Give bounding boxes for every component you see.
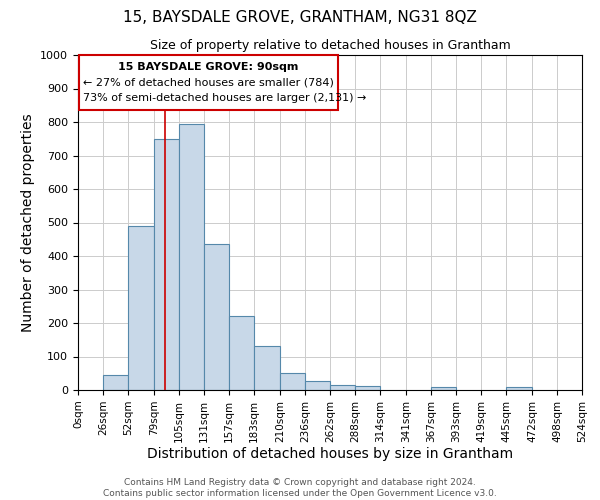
Bar: [154, 138, 179, 390]
Y-axis label: Number of detached properties: Number of detached properties: [21, 113, 35, 332]
Bar: [305, 380, 330, 390]
Bar: [280, 373, 305, 390]
Bar: [103, 375, 128, 390]
Bar: [506, 387, 532, 390]
Bar: [254, 346, 280, 390]
Bar: [204, 244, 229, 390]
Bar: [431, 388, 456, 390]
Bar: [229, 316, 254, 390]
Bar: [128, 226, 154, 390]
Text: ← 27% of detached houses are smaller (784): ← 27% of detached houses are smaller (78…: [83, 78, 334, 88]
Bar: [179, 124, 204, 390]
Text: 15, BAYSDALE GROVE, GRANTHAM, NG31 8QZ: 15, BAYSDALE GROVE, GRANTHAM, NG31 8QZ: [123, 10, 477, 25]
Bar: [79, 55, 338, 110]
Bar: [330, 385, 355, 390]
Text: 15 BAYSDALE GROVE: 90sqm: 15 BAYSDALE GROVE: 90sqm: [118, 62, 299, 72]
X-axis label: Distribution of detached houses by size in Grantham: Distribution of detached houses by size …: [147, 448, 513, 462]
Bar: [355, 386, 380, 390]
Text: 73% of semi-detached houses are larger (2,131) →: 73% of semi-detached houses are larger (…: [83, 93, 366, 103]
Title: Size of property relative to detached houses in Grantham: Size of property relative to detached ho…: [149, 40, 511, 52]
Text: Contains HM Land Registry data © Crown copyright and database right 2024.
Contai: Contains HM Land Registry data © Crown c…: [103, 478, 497, 498]
